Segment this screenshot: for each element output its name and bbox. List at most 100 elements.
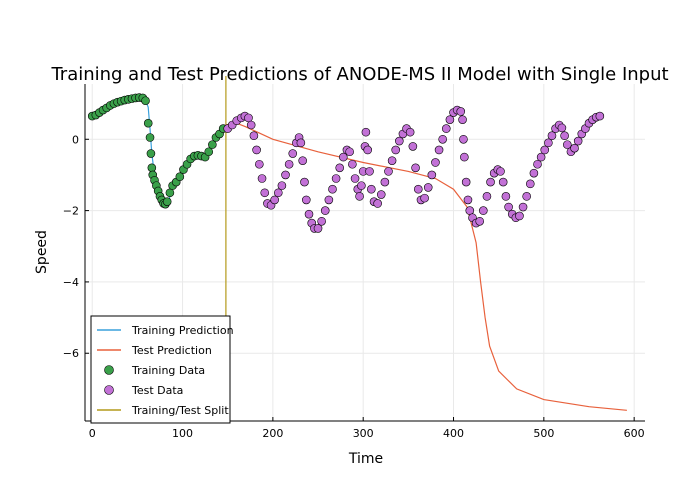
test-data-point <box>504 202 513 212</box>
test-data-point <box>533 159 542 169</box>
x-tick-label: 400 <box>443 427 464 440</box>
test-data-point <box>361 127 371 137</box>
legend-label: Test Prediction <box>131 344 212 357</box>
test-data-point <box>284 159 294 169</box>
test-data-point <box>557 123 567 133</box>
test-data-point <box>463 195 473 205</box>
x-tick-label: 200 <box>262 427 283 440</box>
test-data-point <box>391 145 401 155</box>
test-data-point <box>547 131 557 141</box>
test-data-point <box>475 216 485 226</box>
test-data-point <box>331 174 341 183</box>
test-data-point <box>270 195 279 205</box>
test-data-point <box>380 177 390 187</box>
legend-label: Training/Test Split <box>131 404 229 417</box>
test-data-point <box>387 156 397 165</box>
test-data-point <box>350 174 360 183</box>
test-data-point <box>486 177 495 187</box>
test-data-point <box>335 163 345 173</box>
test-data-point <box>365 167 374 176</box>
test-data-point <box>257 174 267 183</box>
test-data-point <box>544 138 553 148</box>
test-data-point <box>423 183 433 192</box>
test-prediction-line <box>225 122 627 411</box>
legend-box <box>90 315 231 424</box>
axes: 0 100 200 300 400 500 600 −6 −4 −2 0 <box>63 84 645 440</box>
test-data-point <box>408 142 418 151</box>
test-data-point <box>320 206 330 215</box>
test-data-point <box>595 111 605 121</box>
x-tick-label: 300 <box>353 427 374 440</box>
test-data-point <box>465 206 475 215</box>
training-data-point <box>165 188 175 198</box>
legend-label: Test Data <box>131 384 183 397</box>
training-data-point <box>208 140 217 149</box>
test-data-point <box>324 195 334 205</box>
y-axis-title: Speed <box>34 230 50 274</box>
test-data-point <box>277 181 287 190</box>
test-data-point <box>525 179 535 189</box>
test-data-point <box>288 149 298 158</box>
training-data-point <box>162 197 172 206</box>
test-data-point <box>260 188 270 198</box>
test-data-point <box>249 131 259 141</box>
test-data-point <box>367 184 376 194</box>
test-data-point <box>573 136 583 146</box>
test-data-point <box>300 177 309 187</box>
test-data-point <box>427 170 437 180</box>
test-data-point <box>376 190 386 199</box>
legend: Training Prediction Test Prediction Traini… <box>90 315 234 424</box>
training-data-point <box>143 118 153 128</box>
y-tick-label: −4 <box>63 276 79 289</box>
training-data-point <box>175 172 185 182</box>
test-data-point <box>411 163 420 173</box>
legend-swatch-marker <box>104 385 114 395</box>
test-data-point <box>496 167 505 176</box>
test-data-point <box>438 134 447 144</box>
training-data-point <box>146 149 156 158</box>
test-data-point <box>460 152 469 162</box>
test-data-point <box>413 184 423 194</box>
test-data-point <box>355 192 364 201</box>
test-data-point <box>298 156 307 165</box>
test-data-point <box>498 177 508 187</box>
test-data-point <box>246 120 256 130</box>
test-data-point <box>339 152 348 162</box>
y-tick-label: −6 <box>63 347 79 360</box>
test-data-point <box>515 211 524 221</box>
test-data-point <box>461 177 471 187</box>
test-data-point <box>345 147 354 157</box>
test-data-point <box>357 181 366 190</box>
test-data-point <box>431 158 440 167</box>
test-data-point <box>395 136 404 146</box>
chart-title: Training and Test Predictions of ANODE-M… <box>50 64 668 85</box>
x-tick-label: 100 <box>172 427 193 440</box>
x-axis-title: Time <box>348 451 383 467</box>
test-data-point <box>281 170 290 180</box>
y-tick-label: 0 <box>72 133 79 146</box>
test-data-point <box>434 145 444 155</box>
test-data-point <box>273 188 283 198</box>
test-data-point <box>501 192 511 201</box>
training-data-point <box>145 133 155 142</box>
test-data-point <box>522 192 531 201</box>
test-data-point <box>445 115 455 124</box>
test-data-point <box>456 107 466 116</box>
y-tick-label: −2 <box>63 205 79 218</box>
test-data-point <box>301 195 311 205</box>
test-data-point <box>560 131 569 141</box>
test-data-point <box>405 127 415 137</box>
legend-swatch-marker <box>104 365 114 375</box>
test-data-point <box>313 224 323 233</box>
test-data-point <box>482 192 492 201</box>
legend-label: Training Data <box>131 364 205 377</box>
test-data-point <box>441 124 451 133</box>
test-data-point <box>363 145 373 155</box>
training-data-point <box>147 163 157 173</box>
test-data-point <box>459 134 468 144</box>
test-data-point <box>304 209 314 219</box>
training-data-point <box>204 147 214 157</box>
test-data-point <box>296 138 306 148</box>
test-data-point <box>529 168 539 178</box>
